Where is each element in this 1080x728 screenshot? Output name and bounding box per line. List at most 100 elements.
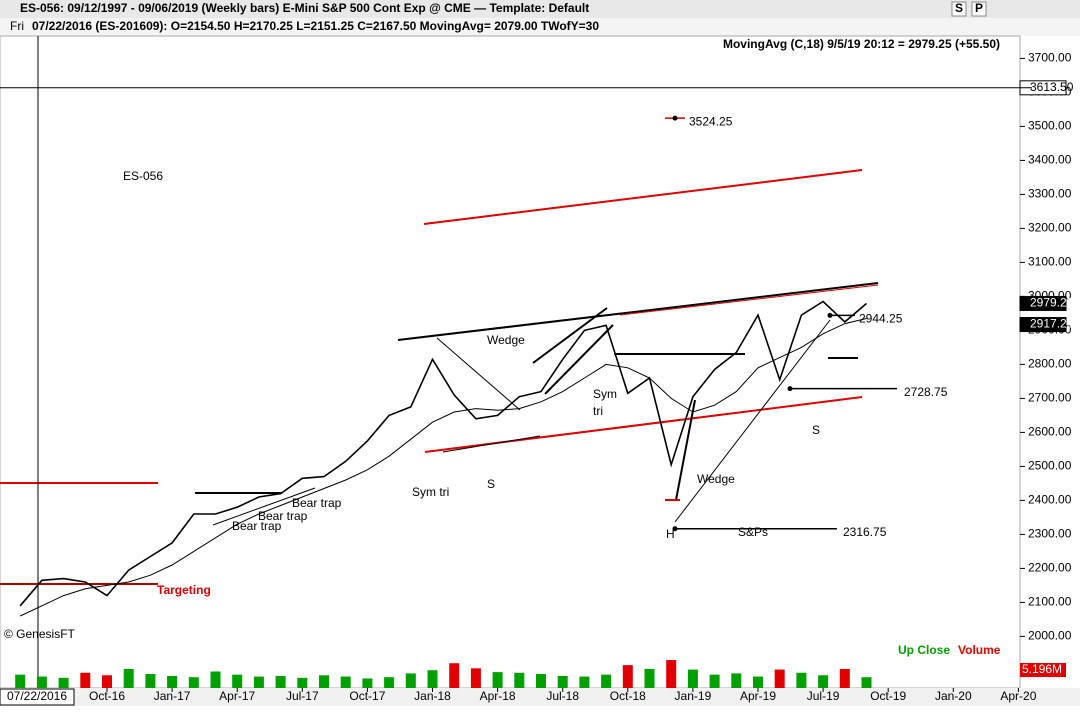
x-tick-label: Oct-16 [89, 689, 125, 703]
volume-bar [514, 672, 525, 688]
volume-bar [774, 669, 785, 688]
level-dot [672, 526, 678, 532]
x-tick-label: Oct-17 [349, 689, 385, 703]
x-tick-label: Apr-19 [740, 689, 776, 703]
button[interactable] [971, 1, 987, 17]
cursor-date: 07/22/2016 [7, 689, 67, 703]
annotation: Sym tri [412, 485, 449, 499]
volume-bar [145, 674, 156, 688]
y-tick-label: 3500.00 [1028, 119, 1072, 133]
price-label-box [1019, 295, 1067, 311]
copyright: © GenesisFT [4, 627, 76, 641]
volume-bar [839, 668, 850, 688]
y-tick-label: 2300.00 [1028, 527, 1072, 541]
annotation: Targeting [157, 583, 211, 597]
annotation: H [666, 527, 675, 541]
volume-bar [536, 674, 546, 688]
x-tick-label: Oct-19 [870, 689, 906, 703]
y-tick-label: 2000.00 [1028, 629, 1072, 643]
volume-bar [731, 673, 742, 688]
volume-bar [362, 678, 373, 688]
volume-bar [579, 676, 590, 688]
annotation: Sym [593, 387, 617, 401]
drawings [0, 169, 879, 585]
annotation: tri [593, 404, 603, 418]
volume-bar [492, 672, 503, 688]
cursor-date-box [0, 688, 75, 706]
x-tick-label: Apr-20 [1000, 689, 1036, 703]
volume-bar [319, 675, 329, 688]
volume-bar [622, 665, 633, 688]
volume-scale-box [1020, 663, 1066, 677]
x-tick-label: Jan-18 [414, 689, 451, 703]
volume-bar [796, 672, 807, 688]
volume-bar [557, 675, 568, 688]
button[interactable] [951, 1, 967, 17]
x-tick-label: Apr-18 [480, 689, 516, 703]
volume-bar [297, 677, 308, 688]
title-bar [0, 0, 1080, 18]
volume-bar [709, 674, 720, 688]
y-tick-label: 2500.00 [1028, 459, 1072, 473]
volume-bar [15, 674, 26, 688]
annotation: Bear trap [292, 496, 342, 510]
level-dot [787, 386, 793, 392]
annotation: Bear trap [232, 519, 282, 533]
level-label: 3524.25 [689, 114, 733, 128]
annotation: S [487, 477, 495, 491]
button-label[interactable]: S [955, 1, 963, 15]
y-tick-label: 2800.00 [1028, 357, 1072, 371]
volume-bar [340, 676, 351, 688]
volume-bar [232, 674, 243, 688]
volume-bar [188, 677, 199, 688]
status-text: 07/22/2016 (ES-201609): O=2154.50 H=2170… [32, 19, 599, 33]
volume-bar [753, 676, 763, 688]
moving-average [19, 318, 867, 617]
x-tick-label: Jan-19 [675, 689, 712, 703]
level-label: 2316.75 [843, 525, 887, 539]
legend-up: Up Close [898, 643, 950, 657]
volume-bar [666, 660, 677, 688]
volume-bar [36, 676, 47, 688]
y-tick-label: 2700.00 [1028, 391, 1072, 405]
volume-bar [427, 670, 438, 688]
status-bar [0, 18, 1080, 36]
level-dot [672, 115, 678, 121]
x-tick-label: Jul-18 [546, 689, 579, 703]
annotation: S&Ps [738, 525, 768, 539]
volume-bar [102, 675, 112, 688]
volume-bar [123, 668, 134, 688]
volume-bar [470, 668, 481, 688]
volume-bar [687, 669, 698, 688]
y-tick-label: 2600.00 [1028, 425, 1072, 439]
x-tick-label: Jul-17 [286, 689, 319, 703]
volume-bar [601, 674, 612, 688]
level-label: 2944.25 [859, 312, 903, 326]
volume-bar [861, 677, 872, 688]
volume-bar [384, 677, 395, 688]
volume-bar [58, 677, 69, 688]
y-tick-label: 2200.00 [1028, 561, 1072, 575]
button-label[interactable]: P [975, 1, 983, 15]
y-tick-label: 3400.00 [1028, 153, 1072, 167]
volume-bar [405, 673, 416, 688]
volume-bar [167, 675, 178, 688]
level-label: 2728.75 [904, 385, 948, 399]
x-tick-label: Jan-20 [935, 689, 972, 703]
annotation: Wedge [697, 472, 735, 486]
annotation: ES-056 [123, 169, 163, 183]
volume-bar [818, 675, 829, 688]
volume-bar [644, 668, 655, 688]
volume-bar [80, 672, 91, 688]
price-label: 2979.25 [1030, 296, 1074, 310]
price-label: 3613.50 [1030, 80, 1074, 94]
price-label: 2917.25 [1030, 317, 1074, 331]
x-tick-label: Jan-17 [154, 689, 191, 703]
y-tick-label: 3300.00 [1028, 187, 1072, 201]
x-axis [0, 688, 1080, 706]
volume-bar [253, 676, 264, 688]
y-tick-label: 2100.00 [1028, 595, 1072, 609]
level-dot [827, 312, 833, 318]
x-tick-label: Jul-19 [807, 689, 840, 703]
annotation: Wedge [487, 333, 525, 347]
